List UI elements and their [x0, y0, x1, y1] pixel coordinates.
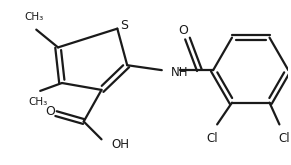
Text: O: O	[179, 24, 189, 37]
Text: NH: NH	[171, 66, 188, 79]
Text: CH₃: CH₃	[25, 12, 44, 22]
Text: CH₃: CH₃	[29, 97, 48, 107]
Text: Cl: Cl	[278, 132, 290, 145]
Text: O: O	[45, 105, 55, 118]
Text: S: S	[120, 19, 128, 32]
Text: OH: OH	[111, 138, 129, 151]
Text: Cl: Cl	[206, 132, 218, 145]
